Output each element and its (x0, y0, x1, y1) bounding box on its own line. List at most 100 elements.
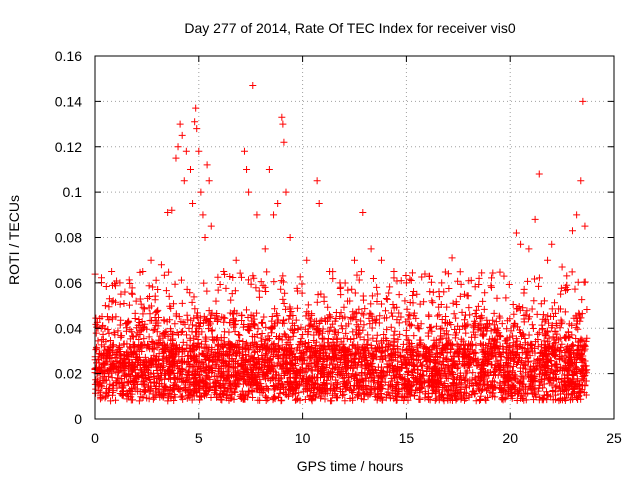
data-point-band (268, 329, 276, 337)
data-point (108, 268, 116, 276)
data-point-band (270, 394, 278, 402)
data-point-band (360, 321, 368, 329)
data-point-band (482, 396, 490, 404)
data-point (128, 290, 136, 298)
data-point-band (502, 294, 510, 302)
data-point-band (452, 314, 460, 322)
x-tick-label: 25 (606, 430, 622, 446)
data-point-band (539, 311, 547, 319)
data-point-band (390, 274, 398, 282)
data-point (157, 261, 165, 269)
x-axis-label: GPS time / hours (297, 458, 404, 474)
data-point-band (160, 271, 168, 279)
data-point-band (556, 356, 564, 364)
data-point (568, 227, 576, 235)
data-point-band (383, 326, 391, 334)
data-point-band (221, 270, 229, 278)
data-point-band (304, 301, 312, 309)
y-tick-label: 0.02 (55, 366, 82, 382)
data-point-band (548, 324, 556, 332)
data-point-band (443, 303, 451, 311)
data-point-band (266, 376, 274, 384)
data-point-band (152, 276, 160, 284)
data-point-band (172, 312, 180, 320)
data-point-band (112, 396, 120, 404)
data-point-band (285, 315, 293, 323)
data-point-band (126, 280, 134, 288)
data-point-band (364, 336, 372, 344)
data-point-band (429, 342, 437, 350)
data-point-band (456, 268, 464, 276)
data-point-band (530, 297, 538, 305)
data-point-band (568, 268, 576, 276)
data-point-band (202, 343, 210, 351)
data-point-band (178, 299, 186, 307)
data-point-band (532, 392, 540, 400)
data-point-band (348, 285, 356, 293)
data-point (253, 211, 261, 219)
y-tick-label: 0 (74, 411, 82, 427)
data-point-band (509, 301, 517, 309)
data-point-band (465, 277, 473, 285)
data-point-band (351, 289, 359, 297)
data-point-band (441, 268, 449, 276)
data-point-band (149, 326, 157, 334)
data-point-band (544, 312, 552, 320)
data-point (195, 147, 203, 155)
data-point (180, 177, 188, 185)
data-point-band (401, 297, 409, 305)
data-point (147, 256, 155, 264)
data-point-band (373, 290, 381, 298)
data-point-band (282, 305, 290, 313)
data-point-band (138, 326, 146, 334)
data-point-band (438, 324, 446, 332)
data-point-band (515, 303, 523, 311)
data-point-band (481, 289, 489, 297)
data-point-band (145, 395, 153, 403)
data-point-band (136, 295, 144, 303)
data-point-band (145, 282, 153, 290)
data-point-band (270, 278, 278, 286)
data-point-band (360, 396, 368, 404)
data-point-band (462, 329, 470, 337)
data-point-band (262, 323, 270, 331)
data-point-band (281, 289, 289, 297)
data-point-band (528, 321, 536, 329)
y-tick-label: 0.08 (55, 230, 82, 246)
data-point-band (218, 357, 226, 365)
data-point-band (471, 283, 479, 291)
data-point-band (277, 285, 285, 293)
data-point-band (426, 288, 434, 296)
data-point-band (256, 396, 264, 404)
data-point-band (540, 337, 548, 345)
data-point-band (581, 371, 589, 379)
data-point-band (153, 308, 161, 316)
data-point-band (107, 397, 115, 405)
data-point-band (450, 310, 458, 318)
data-point-band (407, 277, 415, 285)
data-point (278, 113, 286, 121)
data-point-band (424, 329, 432, 337)
data-point-band (341, 397, 349, 405)
data-point-band (262, 394, 270, 402)
data-point-band (389, 312, 397, 320)
data-point-band (406, 299, 414, 307)
data-point-band (464, 292, 472, 300)
data-point-band (416, 396, 424, 404)
data-point-band (106, 336, 114, 344)
data-point-band (263, 268, 271, 276)
data-point-band (222, 284, 230, 292)
data-point-band (385, 289, 393, 297)
data-point (199, 211, 207, 219)
data-point-band (488, 274, 496, 282)
data-point-band (349, 328, 357, 336)
data-point-band (255, 293, 263, 301)
data-point-band (171, 320, 179, 328)
y-tick-label: 0.12 (55, 139, 82, 155)
data-point-band (118, 332, 126, 340)
data-point-band (144, 294, 152, 302)
data-point-band (489, 316, 497, 324)
data-point-band (139, 304, 147, 312)
data-point-band (563, 272, 571, 280)
